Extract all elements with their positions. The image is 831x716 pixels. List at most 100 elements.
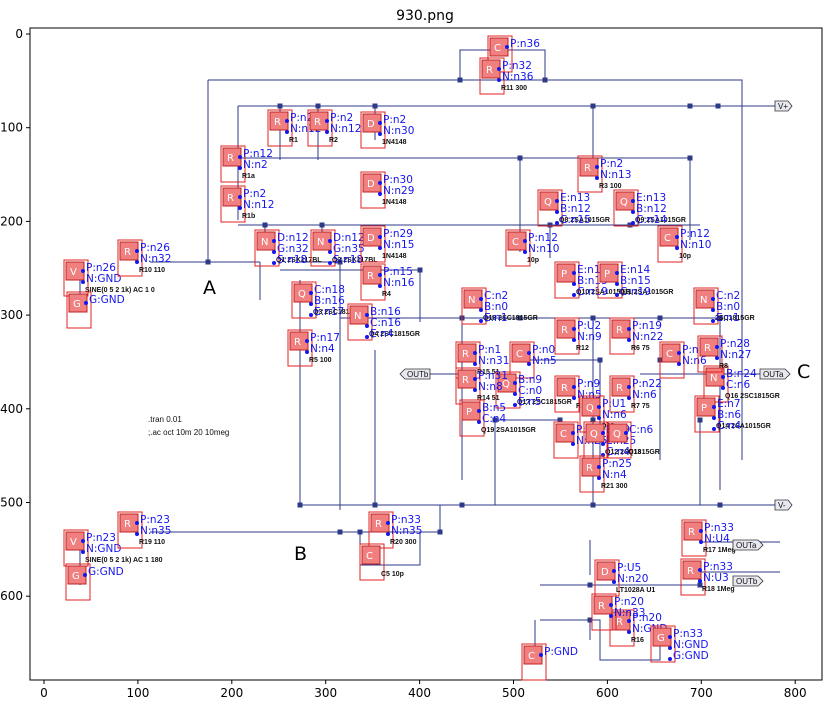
pin-node	[513, 392, 517, 396]
component-tag: R	[616, 617, 623, 628]
component-r: R R2 P:n2N:n12	[307, 109, 361, 147]
pin-label: N:n35	[391, 525, 422, 537]
pin-node	[272, 250, 276, 254]
wire-junction	[590, 103, 596, 109]
component-outline	[495, 371, 521, 409]
pin-label: P:n23	[140, 514, 170, 526]
pin-label: P:n26	[86, 262, 116, 274]
x-tick-label: 600	[596, 686, 619, 700]
pin-node	[572, 327, 576, 331]
component-tag: R	[486, 65, 493, 76]
pin-label: N:n5	[532, 355, 557, 367]
wire-junction	[715, 103, 721, 109]
pin-label: P:n29	[383, 228, 413, 240]
pin-label: C:n14	[636, 214, 667, 226]
component-part-label: R21 300	[601, 483, 628, 490]
wire-junction	[517, 155, 523, 161]
pin-label: D:n12	[333, 232, 365, 244]
pin-node	[615, 271, 619, 275]
component-outline	[577, 155, 603, 193]
pin-label: P:n1	[478, 344, 501, 356]
pin-node	[523, 239, 527, 243]
pin-node	[601, 442, 605, 446]
pin-node	[272, 239, 276, 243]
component-q: Q Q17 2SC1815GR B:n9C:n0E:n5	[495, 371, 572, 409]
pin-label: N:n15	[383, 239, 414, 251]
pin-label: N:n20	[617, 573, 648, 585]
component-outline	[681, 519, 707, 557]
pin-node	[365, 335, 369, 339]
component-outline	[117, 239, 143, 277]
component-outline	[657, 225, 683, 263]
pin-label: E:n1	[716, 312, 740, 324]
pin-node	[238, 166, 242, 170]
component-tag: R	[616, 325, 623, 336]
component-part-label: R2	[329, 137, 338, 144]
component-outline	[680, 558, 706, 596]
pin-label: E:n1	[484, 312, 508, 324]
pin-node	[238, 195, 242, 199]
component-part-label: R10 110	[139, 267, 165, 274]
component-part-label: LT1028A U1	[616, 587, 655, 594]
pin-node	[631, 210, 635, 214]
component-tag: C	[560, 429, 567, 440]
pin-label: N:n6	[632, 389, 657, 401]
pin-label: N:n6	[602, 409, 627, 421]
pin-label: P:n2	[600, 158, 623, 170]
pin-node	[712, 427, 716, 431]
wire-junction	[337, 259, 343, 265]
pin-node	[572, 385, 576, 389]
pin-label: P:n17	[310, 332, 340, 344]
pin-node	[325, 130, 329, 134]
component-part-label: R8	[719, 363, 728, 370]
pin-label: E:n13	[636, 192, 666, 204]
pin-node	[698, 568, 702, 572]
component-outline	[591, 593, 617, 631]
wire-junction	[319, 222, 325, 228]
component-tag: R	[616, 383, 623, 394]
component-tag: R	[462, 375, 469, 386]
pin-node	[513, 403, 517, 407]
wire-junction	[697, 582, 703, 588]
x-tick-label: 200	[220, 686, 243, 700]
component-tag: G	[73, 299, 81, 310]
pin-label: N:n32	[140, 253, 171, 265]
pin-node	[386, 521, 390, 525]
pin-node	[627, 327, 631, 331]
component-outline	[609, 317, 635, 355]
component-tag: C	[512, 237, 519, 248]
pin-label: S:n18	[333, 254, 363, 266]
pin-node	[378, 246, 382, 250]
component-part-label: Q4 2SC1815GR	[369, 331, 420, 338]
pin-label: B:n15	[620, 275, 651, 287]
pin-node	[597, 405, 601, 409]
wire-junction	[357, 529, 363, 535]
pin-node	[572, 293, 576, 297]
component-tag: R	[584, 163, 591, 174]
pin-label: C:n6	[629, 424, 654, 436]
component-part-label: Q13	[628, 449, 641, 456]
pin-node	[572, 282, 576, 286]
pin-node	[627, 619, 631, 623]
pin-label: N:n29	[383, 185, 414, 197]
component-tag-box	[361, 545, 381, 565]
svg-text:OUTb: OUTb	[736, 577, 758, 586]
pin-node	[81, 269, 85, 273]
pin-label: P:n36	[510, 38, 540, 50]
wire-junction	[590, 417, 596, 423]
component-part-label: Q8 2SA1015GR	[559, 217, 610, 224]
svg-text:OUTb: OUTb	[407, 370, 429, 379]
component-part-label: 2SC1815GR	[715, 315, 755, 322]
pin-label: N:n6	[682, 355, 707, 367]
x-tick-label: 0	[40, 686, 48, 700]
component-outline	[509, 341, 535, 379]
wire-junction	[627, 222, 633, 228]
component-part-label: Q16 2SC1815GR	[725, 393, 780, 400]
